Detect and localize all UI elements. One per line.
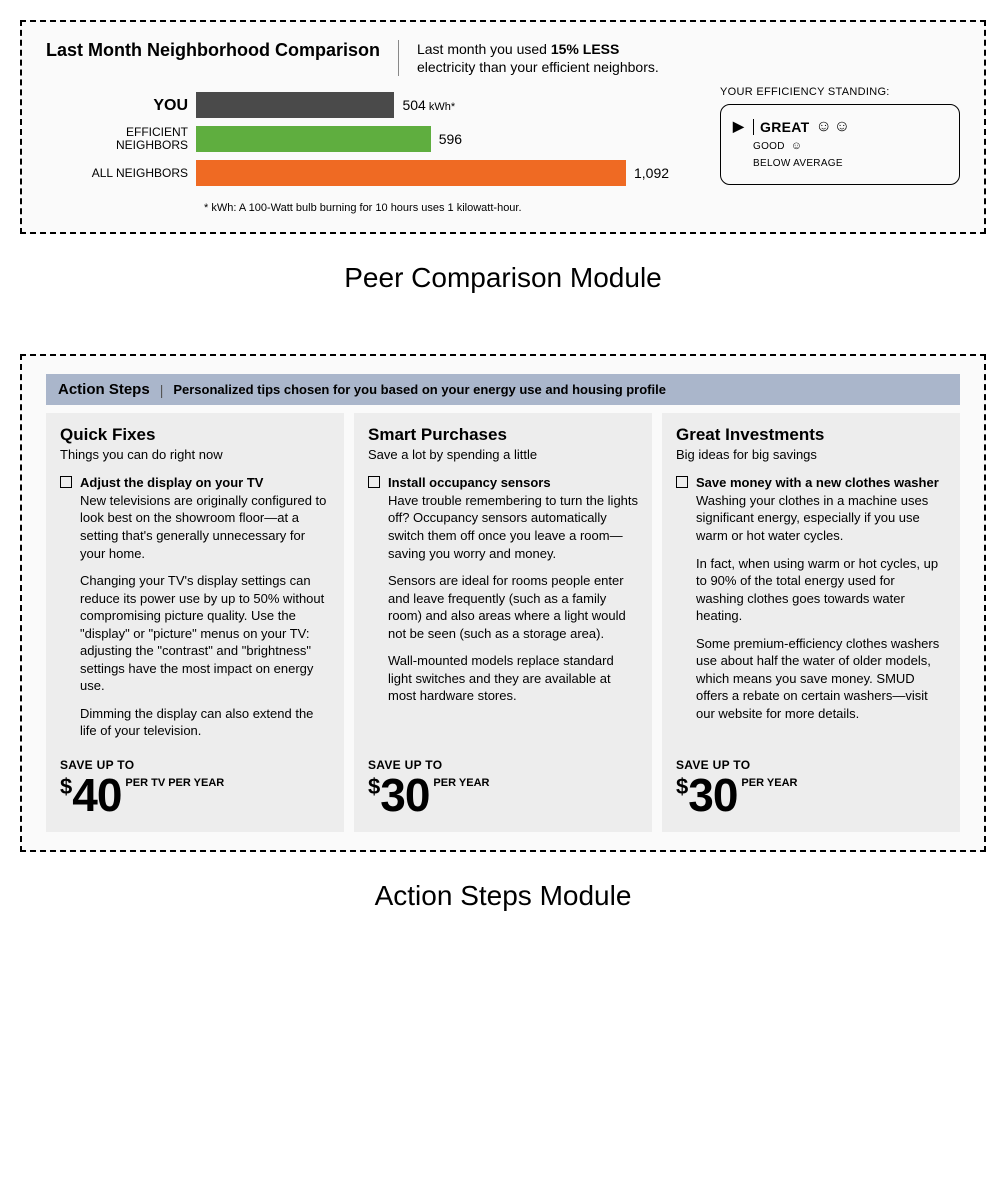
bar-track: 504 kWh* bbox=[196, 92, 696, 118]
tip-paragraph: Changing your TV's display settings can … bbox=[80, 572, 330, 695]
standing-label: GOOD bbox=[753, 141, 785, 152]
tip-paragraph: Dimming the display can also extend the … bbox=[80, 705, 330, 740]
standing-row: BELOW AVERAGE bbox=[733, 155, 947, 172]
currency-symbol: $ bbox=[676, 776, 688, 798]
standing-label: GREAT bbox=[760, 119, 809, 135]
column-tagline: Save a lot by spending a little bbox=[368, 447, 638, 462]
checkbox-icon[interactable] bbox=[676, 476, 688, 488]
bar-row: ALL NEIGHBORS 1,092 bbox=[46, 158, 696, 188]
action-column: Quick Fixes Things you can do right now Ad… bbox=[46, 413, 344, 832]
save-per: PER YEAR bbox=[433, 778, 489, 789]
bar-track: 596 bbox=[196, 126, 696, 152]
standing-label: BELOW AVERAGE bbox=[753, 158, 843, 169]
column-tagline: Big ideas for big savings bbox=[676, 447, 946, 462]
peer-subtitle: Last month you used 15% LESS electricity… bbox=[417, 40, 677, 76]
action-header-bar: Action Steps | Personalized tips chosen … bbox=[46, 374, 960, 405]
bar-label: ALL NEIGHBORS bbox=[46, 167, 196, 180]
action-caption: Action Steps Module bbox=[20, 880, 986, 912]
tip: Adjust the display on your TVNew televis… bbox=[60, 474, 330, 750]
tip-title: Adjust the display on your TV bbox=[80, 474, 330, 492]
standing-row: ▶ GREAT ☺☺ bbox=[733, 115, 947, 138]
bar-fill bbox=[196, 160, 626, 186]
save-amount: 30 bbox=[380, 772, 429, 818]
peer-header: Last Month Neighborhood Comparison Last … bbox=[46, 40, 960, 76]
standing-row: GOOD ☺ bbox=[733, 138, 947, 155]
peer-title: Last Month Neighborhood Comparison bbox=[46, 40, 380, 61]
action-subtitle: Personalized tips chosen for you based o… bbox=[173, 382, 666, 397]
tip-paragraph: New televisions are originally configure… bbox=[80, 492, 330, 562]
checkbox-icon[interactable] bbox=[60, 476, 72, 488]
save-per: PER TV PER YEAR bbox=[125, 778, 224, 789]
bar-label: EFFICIENTNEIGHBORS bbox=[46, 126, 196, 152]
tip-title: Install occupancy sensors bbox=[388, 474, 638, 492]
bar-row: EFFICIENTNEIGHBORS 596 bbox=[46, 124, 696, 154]
bar-fill bbox=[196, 126, 431, 152]
tip: Install occupancy sensorsHave trouble re… bbox=[368, 474, 638, 715]
action-title: Action Steps bbox=[58, 381, 150, 398]
bar-value: 1,092 bbox=[634, 165, 669, 181]
save-per: PER YEAR bbox=[741, 778, 797, 789]
vertical-divider bbox=[398, 40, 399, 76]
peer-caption: Peer Comparison Module bbox=[20, 262, 986, 294]
bar-value: 504 kWh* bbox=[402, 97, 455, 113]
bar-track: 1,092 bbox=[196, 160, 696, 186]
column-heading: Quick Fixes bbox=[60, 425, 330, 445]
tip-paragraph: Wall-mounted models replace standard lig… bbox=[388, 652, 638, 705]
bar-row: YOU 504 kWh* bbox=[46, 90, 696, 120]
action-column: Great Investments Big ideas for big savin… bbox=[662, 413, 960, 832]
tip-paragraph: Have trouble remembering to turn the lig… bbox=[388, 492, 638, 562]
vertical-divider bbox=[753, 119, 754, 135]
checkbox-icon[interactable] bbox=[368, 476, 380, 488]
savings-block: SAVE UP TO$40PER TV PER YEAR bbox=[60, 758, 330, 818]
bar-label: YOU bbox=[46, 97, 196, 115]
column-heading: Great Investments bbox=[676, 425, 946, 445]
tip-paragraph: Washing your clothes in a machine uses s… bbox=[696, 492, 946, 545]
peer-comparison-module: Last Month Neighborhood Comparison Last … bbox=[20, 20, 986, 234]
action-steps-module: Action Steps | Personalized tips chosen … bbox=[20, 354, 986, 852]
bar-value: 596 bbox=[439, 131, 462, 147]
tip: Save money with a new clothes washerWash… bbox=[676, 474, 946, 732]
chart-footnote: * kWh: A 100-Watt bulb burning for 10 ho… bbox=[204, 202, 960, 214]
savings-block: SAVE UP TO$30PER YEAR bbox=[676, 758, 946, 818]
currency-symbol: $ bbox=[368, 776, 380, 798]
vertical-divider: | bbox=[160, 382, 164, 398]
standing-title: YOUR EFFICIENCY STANDING: bbox=[720, 86, 960, 98]
tip-title: Save money with a new clothes washer bbox=[696, 474, 946, 492]
currency-symbol: $ bbox=[60, 776, 72, 798]
smiley-icon: ☺☺ bbox=[815, 119, 852, 135]
savings-block: SAVE UP TO$30PER YEAR bbox=[368, 758, 638, 818]
tip-paragraph: Some premium-efficiency clothes washers … bbox=[696, 635, 946, 723]
bar-fill bbox=[196, 92, 394, 118]
action-column: Smart Purchases Save a lot by spending a … bbox=[354, 413, 652, 832]
save-amount: 40 bbox=[72, 772, 121, 818]
tip-paragraph: In fact, when using warm or hot cycles, … bbox=[696, 555, 946, 625]
smiley-icon: ☺ bbox=[791, 141, 804, 152]
tip-paragraph: Sensors are ideal for rooms people enter… bbox=[388, 572, 638, 642]
comparison-bar-chart: YOU 504 kWh* EFFICIENTNEIGHBORS 596 ALL NEIG… bbox=[46, 86, 696, 192]
pointer-icon: ▶ bbox=[733, 118, 747, 135]
action-columns: Quick Fixes Things you can do right now Ad… bbox=[46, 413, 960, 832]
column-heading: Smart Purchases bbox=[368, 425, 638, 445]
standing-box: ▶ GREAT ☺☺ GOOD ☺ BELOW AVERAGE bbox=[720, 104, 960, 185]
efficiency-standing: YOUR EFFICIENCY STANDING: ▶ GREAT ☺☺ GOOD ☺ B… bbox=[720, 86, 960, 185]
save-amount: 30 bbox=[688, 772, 737, 818]
column-tagline: Things you can do right now bbox=[60, 447, 330, 462]
